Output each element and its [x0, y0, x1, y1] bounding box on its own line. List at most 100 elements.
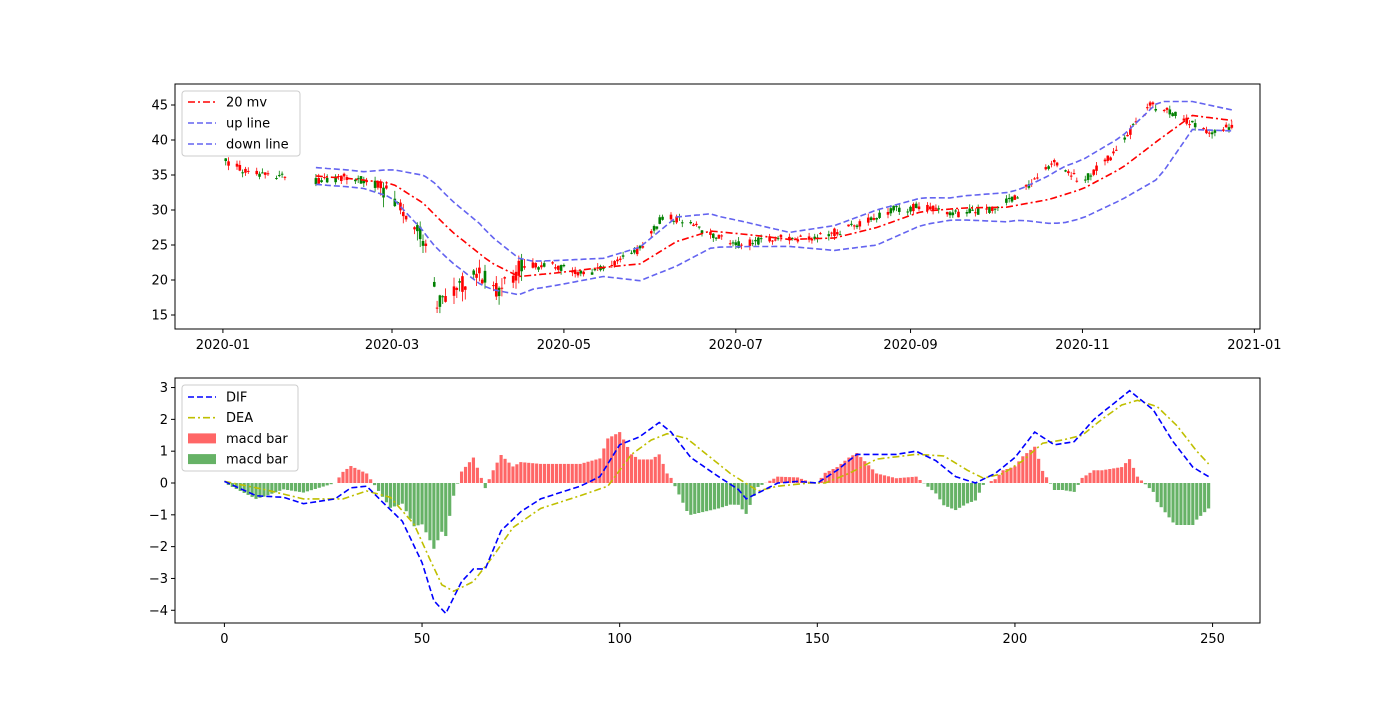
macd-bar	[456, 483, 459, 484]
x-tick-label: 2020-03	[365, 338, 419, 353]
candle	[732, 240, 735, 246]
macd-bar	[326, 483, 329, 485]
candle	[1185, 114, 1188, 125]
macd-bar	[938, 483, 941, 499]
candle	[1067, 169, 1070, 175]
candle	[425, 240, 428, 253]
macd-bar	[409, 483, 412, 519]
candle	[340, 175, 343, 184]
candle	[1005, 195, 1008, 205]
candle	[436, 301, 439, 313]
candle	[433, 277, 436, 287]
candle	[284, 176, 287, 180]
macd-bar	[824, 473, 827, 483]
candle	[754, 237, 757, 246]
macd-bar	[1081, 478, 1084, 483]
macd-bar	[934, 483, 937, 493]
macd-bar	[369, 479, 372, 483]
macd-bar	[693, 483, 696, 514]
candle	[484, 265, 487, 289]
macd-bar	[697, 483, 700, 513]
macd-bar	[1041, 471, 1044, 483]
candle	[836, 229, 839, 236]
macd-bar	[998, 475, 1001, 483]
macd-bar	[677, 483, 680, 494]
macd-bar	[377, 483, 380, 491]
macd-bars	[227, 432, 1210, 549]
macd-bar	[990, 481, 993, 483]
macd-bar	[1112, 468, 1115, 483]
candle	[622, 252, 625, 259]
macd-bar	[341, 472, 344, 483]
macd-bar	[950, 483, 953, 508]
down-line	[316, 130, 1232, 295]
macd-bar	[875, 473, 878, 483]
candle	[267, 171, 270, 176]
candle	[444, 288, 447, 302]
candle	[1056, 162, 1059, 167]
macd-bar	[954, 483, 957, 510]
macd-bar	[507, 463, 510, 483]
macd-bar	[294, 483, 297, 491]
macd-bar	[492, 470, 495, 483]
macd-bar	[650, 459, 653, 483]
candle	[808, 233, 811, 243]
legend-label: DEA	[226, 411, 253, 426]
macd-bar	[618, 432, 621, 483]
candle	[735, 240, 738, 249]
candle	[456, 287, 459, 298]
candle	[813, 234, 816, 241]
candle	[224, 158, 227, 165]
macd-bar	[737, 483, 740, 505]
macd-bar	[859, 457, 862, 483]
candle	[954, 209, 957, 214]
macd-bar	[598, 458, 601, 483]
candle	[698, 226, 701, 229]
macd-bar	[958, 483, 961, 508]
candle	[478, 260, 481, 282]
macd-bar	[274, 483, 277, 492]
candle	[1090, 173, 1093, 180]
candle	[534, 262, 537, 269]
macd-bar	[626, 447, 629, 483]
candle	[1231, 121, 1234, 129]
candle	[867, 214, 870, 226]
macd-bar	[484, 483, 487, 488]
candle	[1146, 104, 1149, 111]
candle	[797, 237, 800, 244]
candles	[224, 101, 1233, 313]
macd-bar	[1073, 483, 1076, 492]
candle	[850, 221, 853, 227]
candle	[853, 224, 856, 229]
y-tick-label: 15	[151, 309, 168, 324]
candle	[977, 205, 980, 215]
macd-bar	[903, 478, 906, 483]
candle	[856, 224, 859, 229]
candle	[1115, 146, 1118, 151]
candle	[278, 171, 281, 177]
ma-line	[316, 116, 1232, 277]
macd-bar	[673, 483, 676, 486]
candle	[1174, 112, 1177, 119]
candle	[1047, 165, 1050, 171]
candle	[689, 220, 692, 224]
candle	[227, 157, 230, 170]
candle	[1183, 115, 1186, 122]
candle	[241, 169, 244, 177]
macd-bar	[1061, 483, 1064, 490]
macd-bar	[725, 483, 728, 506]
candle	[582, 271, 585, 277]
macd-bar	[630, 454, 633, 483]
macd-bar	[729, 483, 732, 505]
x-tick-label: 250	[1200, 632, 1225, 647]
candle	[949, 211, 952, 218]
macd-bar	[907, 477, 910, 483]
macd-bar	[401, 483, 404, 504]
macd-bar	[1171, 483, 1174, 522]
macd-bar	[254, 483, 257, 499]
macd-bar	[567, 464, 570, 483]
y-tick-label: −4	[149, 604, 168, 619]
